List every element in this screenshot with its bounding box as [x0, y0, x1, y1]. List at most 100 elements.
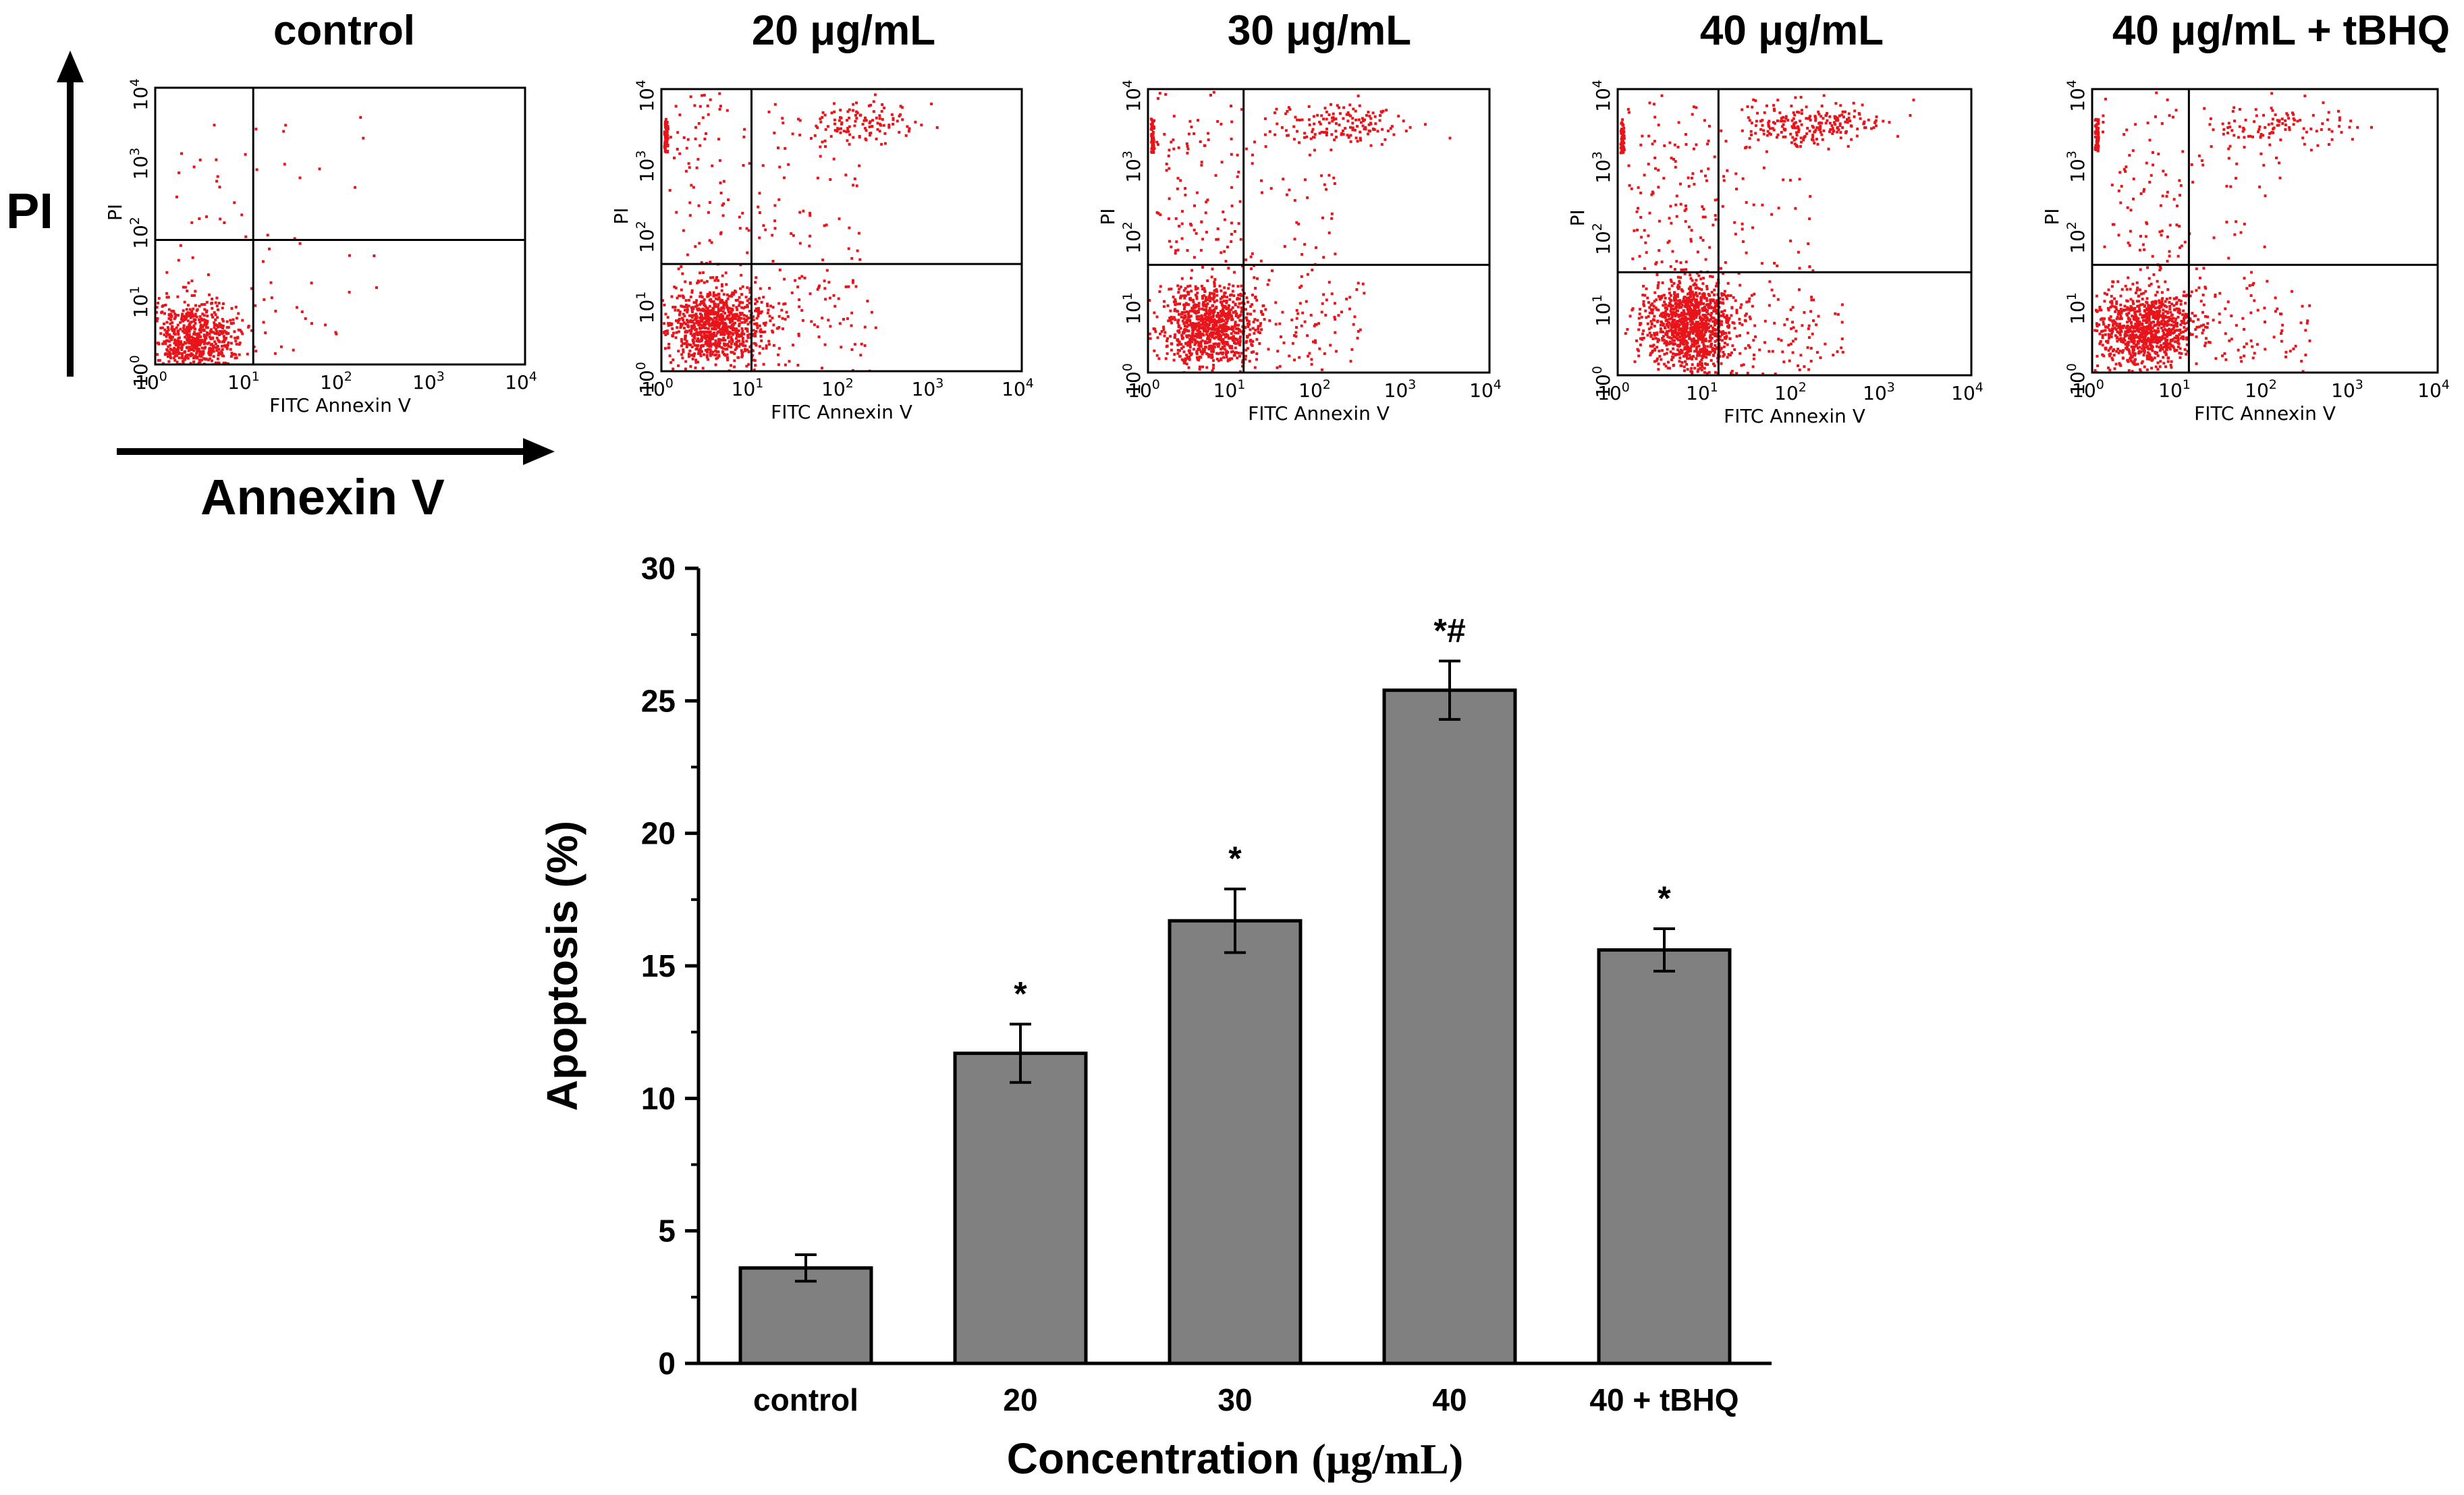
bar-y-axis-title: Apoptosis (%) [538, 821, 586, 1111]
annexin-big-label: Annexin V [200, 469, 445, 525]
bar-y-tick-label: 0 [658, 1346, 676, 1381]
bar-x-tick-label: 40 + tBHQ [1589, 1382, 1739, 1417]
flow-y-tick-label: 104 [128, 78, 152, 111]
flow-x-axis-label: FITC Annexin V [1724, 405, 1865, 427]
flow-x-tick-label: 100 [1128, 377, 1160, 402]
pi-arrow-head [57, 51, 84, 82]
bar-x-axis-title: Concentration (μg/mL) [1007, 1434, 1463, 1483]
bar-2 [1168, 919, 1303, 1365]
flow-y-tick-label: 103 [128, 148, 152, 180]
significance-marker-3: *# [1433, 611, 1465, 649]
flow-y-axis-label: PI [104, 204, 126, 221]
bar-y-tick-label: 20 [641, 816, 676, 851]
flow-x-tick-label: 104 [2417, 377, 2450, 402]
flow-plot-frame [1616, 88, 1973, 377]
flow-panel-title: 40 μg/mL [1700, 7, 1884, 54]
flow-panel-5: 40 μg/mL + tBHQ 100 101 102 103 104 100 101 102 1… [2041, 7, 2450, 425]
flow-y-tick-label: 101 [1120, 292, 1145, 325]
flow-y-axis-label: PI [1566, 209, 1589, 226]
flow-x-tick-label: 101 [1686, 380, 1718, 404]
flow-x-tick-label: 101 [1213, 377, 1246, 402]
significance-marker-1: * [1014, 975, 1027, 1012]
flow-y-tick-label: 100 [1120, 363, 1145, 396]
bar-x-axis-title-unit: (μg/mL) [1312, 1435, 1464, 1483]
flow-x-tick-label: 102 [1298, 377, 1331, 402]
bar-x-tick-label: control [753, 1382, 858, 1417]
significance-marker-4: * [1658, 879, 1671, 917]
flow-plot-frame [660, 88, 1023, 373]
flow-x-tick-label: 103 [2331, 377, 2363, 402]
apoptosis-bar-chart: 0 5 10 15 20 25 30 control * 20 * 30 *# 40 * 40 + tBHQ A… [538, 551, 1772, 1483]
flow-x-axis-label: FITC Annexin V [1248, 402, 1390, 425]
flow-y-tick-label: 101 [2064, 292, 2089, 325]
flow-y-tick-label: 100 [1590, 366, 1614, 398]
bar-y-tick-label: 15 [641, 948, 676, 983]
flow-dots [1619, 94, 1915, 375]
flow-x-tick-label: 100 [1597, 380, 1630, 404]
flow-dots [155, 116, 378, 364]
flow-x-tick-label: 104 [1951, 380, 1983, 404]
flow-plot-frame [2091, 88, 2439, 374]
flow-x-tick-label: 102 [1774, 380, 1807, 404]
flow-y-tick-label: 103 [1590, 151, 1614, 184]
flow-x-tick-label: 102 [2245, 377, 2277, 402]
flow-plot-frame [154, 86, 526, 366]
bar-x-axis-title-text: Concentration [1007, 1434, 1300, 1483]
flow-y-axis-label: PI [1097, 208, 1119, 225]
flow-panel-2: 20 μg/mL 100 101 102 103 104 100 101 102 103 104 FI… [610, 7, 1034, 423]
flow-x-tick-label: 103 [1384, 377, 1417, 402]
bar-0 [738, 1266, 873, 1365]
flow-panel-title: 30 μg/mL [1228, 7, 1411, 54]
bar-4 [1597, 948, 1732, 1365]
flow-dots [661, 92, 939, 371]
flow-x-axis-label: FITC Annexin V [771, 401, 912, 423]
flow-panel-title: control [273, 7, 415, 54]
flow-x-tick-label: 103 [1863, 380, 1895, 404]
flow-y-tick-label: 102 [1590, 223, 1614, 255]
flow-x-tick-label: 102 [320, 369, 352, 393]
axis-arrows: PI Annexin V [6, 51, 555, 525]
flow-x-tick-label: 103 [412, 369, 445, 393]
flow-y-tick-label: 102 [1120, 221, 1145, 254]
flow-y-tick-label: 101 [128, 286, 152, 319]
flow-y-tick-label: 101 [634, 292, 658, 324]
flow-x-tick-label: 104 [1469, 377, 1502, 402]
flow-y-tick-label: 104 [2064, 80, 2089, 112]
flow-x-tick-label: 100 [135, 369, 167, 393]
flow-panel-3: 30 μg/mL 100 101 102 103 104 100 101 102 103 104 FI… [1097, 7, 1502, 425]
significance-marker-2: * [1228, 840, 1242, 877]
flow-y-tick-label: 102 [128, 217, 152, 249]
annexin-arrow-head [523, 438, 555, 465]
flow-x-tick-label: 100 [2072, 377, 2104, 402]
flow-y-tick-label: 102 [2064, 221, 2089, 254]
bar-1 [953, 1052, 1088, 1365]
flow-y-tick-label: 101 [1590, 294, 1614, 327]
flow-y-tick-label: 104 [634, 80, 658, 112]
bar-y-tick-label: 10 [641, 1081, 676, 1116]
flow-x-tick-label: 102 [821, 376, 854, 400]
flow-y-tick-label: 103 [1120, 151, 1145, 183]
flow-panel-title: 20 μg/mL [752, 7, 935, 54]
flow-x-tick-label: 103 [912, 376, 944, 400]
flow-y-tick-label: 103 [634, 151, 658, 183]
flow-y-tick-label: 102 [634, 221, 658, 253]
flow-y-tick-label: 100 [2064, 363, 2089, 396]
flow-y-tick-label: 104 [1590, 80, 1614, 112]
flow-x-tick-label: 101 [732, 376, 764, 400]
flow-y-axis-label: PI [2041, 208, 2063, 225]
flow-y-tick-label: 100 [128, 355, 152, 387]
flow-dots [2093, 91, 2373, 373]
flow-x-tick-label: 101 [227, 369, 260, 393]
bar-y-tick-label: 25 [641, 683, 676, 718]
flow-y-tick-label: 100 [634, 362, 658, 394]
flow-cytometry-panels: control 100 101 102 103 104 100 101 102 103 104 FIT… [104, 7, 2450, 427]
bar-3 [1382, 688, 1517, 1365]
flow-x-tick-label: 100 [641, 376, 674, 400]
flow-y-axis-label: PI [610, 208, 632, 225]
flow-panel-4: 40 μg/mL 100 101 102 103 104 100 101 102 103 104 FI… [1566, 7, 1983, 427]
flow-y-tick-label: 104 [1120, 80, 1145, 112]
bar-x-tick-label: 20 [1003, 1382, 1037, 1417]
flow-panel-1: control 100 101 102 103 104 100 101 102 103 104 FIT… [104, 7, 537, 416]
flow-x-tick-label: 104 [505, 369, 537, 393]
bar-y-tick-label: 5 [658, 1214, 676, 1249]
